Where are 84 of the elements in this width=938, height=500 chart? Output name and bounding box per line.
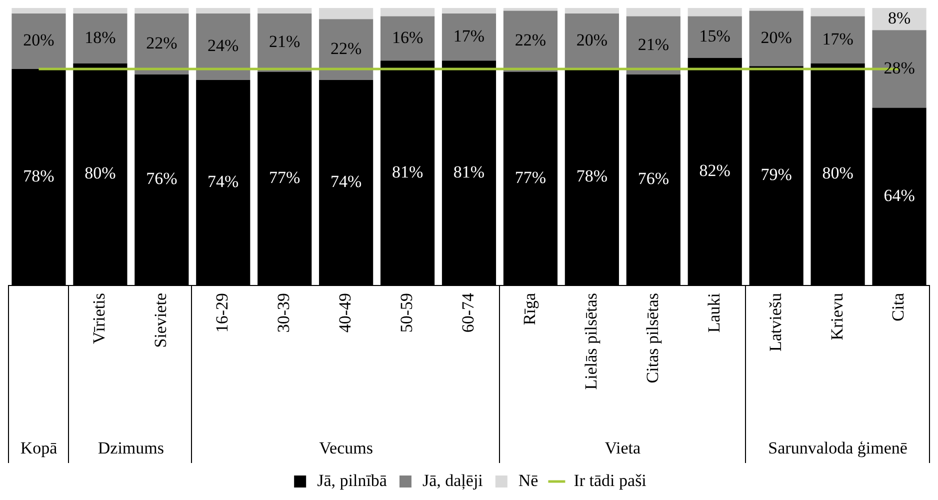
data-label: 76% — [638, 169, 669, 188]
bar — [688, 16, 742, 58]
x-tick-label: Vīrietis — [90, 293, 109, 344]
data-label: 15% — [699, 26, 730, 46]
x-tick-label: Cita — [888, 292, 908, 322]
bar — [134, 14, 189, 74]
bar — [749, 10, 804, 66]
bar — [73, 8, 128, 14]
data-label: 22% — [514, 30, 546, 50]
data-label: 21% — [269, 32, 300, 52]
data-label: 24% — [208, 36, 239, 56]
data-label: 16% — [392, 28, 424, 47]
text: Vieta — [604, 438, 642, 458]
x-tick-label: 16-29 — [212, 293, 232, 333]
data-label: 20% — [23, 30, 54, 50]
data-label: 22% — [330, 39, 362, 58]
text: Vecums — [319, 438, 373, 458]
text: Kopā — [20, 438, 58, 458]
legend-label: Nē — [518, 470, 538, 490]
bar — [134, 8, 189, 14]
data-label: 78% — [576, 166, 608, 186]
bar — [442, 14, 496, 61]
bar — [380, 16, 435, 61]
text: Dzimums — [98, 438, 164, 458]
x-tick-label: Citas pilsētas — [642, 293, 662, 384]
data-label: 18% — [84, 28, 116, 47]
data-label: 77% — [514, 168, 546, 187]
bar — [258, 14, 312, 72]
legend-label: Ir tādi paši — [574, 470, 647, 490]
bar — [872, 30, 926, 108]
bar — [626, 16, 680, 74]
data-label: 81% — [392, 162, 424, 182]
bar — [196, 14, 250, 80]
bar — [196, 8, 250, 14]
bar — [12, 14, 66, 69]
bar — [564, 14, 619, 69]
x-tick-label: Lauki — [704, 292, 724, 333]
data-label: 8% — [888, 8, 911, 28]
x-tick-label: Sieviete — [151, 293, 170, 348]
bar — [564, 8, 619, 14]
bar — [380, 8, 435, 16]
bar — [503, 8, 558, 11]
bar — [258, 8, 312, 14]
data-label: 82% — [699, 160, 730, 180]
x-tick-label: Rīga — [520, 292, 539, 326]
legend-label: Jā, pilnībā — [317, 470, 388, 490]
data-label: 17% — [822, 29, 854, 48]
bar — [319, 19, 374, 80]
x-tick-label: 60-74 — [458, 292, 478, 333]
bar — [73, 14, 128, 64]
data-label: 78% — [23, 166, 54, 186]
x-tick-label: Latviešu — [766, 292, 785, 352]
bar — [810, 16, 865, 64]
bar — [319, 8, 374, 20]
bar — [626, 8, 680, 16]
bar — [749, 8, 804, 11]
x-tick-label: Lielās pilsētas — [581, 293, 600, 390]
data-label: 74% — [208, 172, 239, 191]
data-label: 28% — [884, 58, 915, 78]
bar — [442, 8, 496, 14]
data-label: 81% — [453, 162, 485, 182]
data-label: 74% — [330, 172, 362, 191]
bar — [503, 10, 558, 72]
data-label: 17% — [453, 26, 485, 46]
bar — [688, 8, 742, 16]
data-label: 20% — [760, 28, 792, 47]
bar — [872, 8, 926, 30]
x-tick-label: Krievu — [827, 292, 846, 340]
bar — [12, 8, 66, 14]
data-label: 80% — [84, 164, 116, 183]
data-label: 21% — [638, 34, 669, 54]
x-tick-label: 30-39 — [274, 293, 294, 333]
data-label: 77% — [269, 168, 300, 187]
legend-label: Jā, daļēji — [422, 470, 484, 490]
data-label: 64% — [884, 186, 915, 205]
bar — [810, 8, 865, 16]
text: Sarunvaloda ģimenē — [768, 438, 908, 458]
data-label: 20% — [576, 30, 608, 50]
data-label: 79% — [760, 165, 792, 184]
data-label: 76% — [146, 169, 178, 188]
x-tick-label: 50-59 — [397, 293, 416, 333]
x-tick-label: 40-49 — [336, 293, 355, 333]
data-label: 80% — [822, 164, 854, 183]
data-label: 22% — [146, 33, 178, 52]
